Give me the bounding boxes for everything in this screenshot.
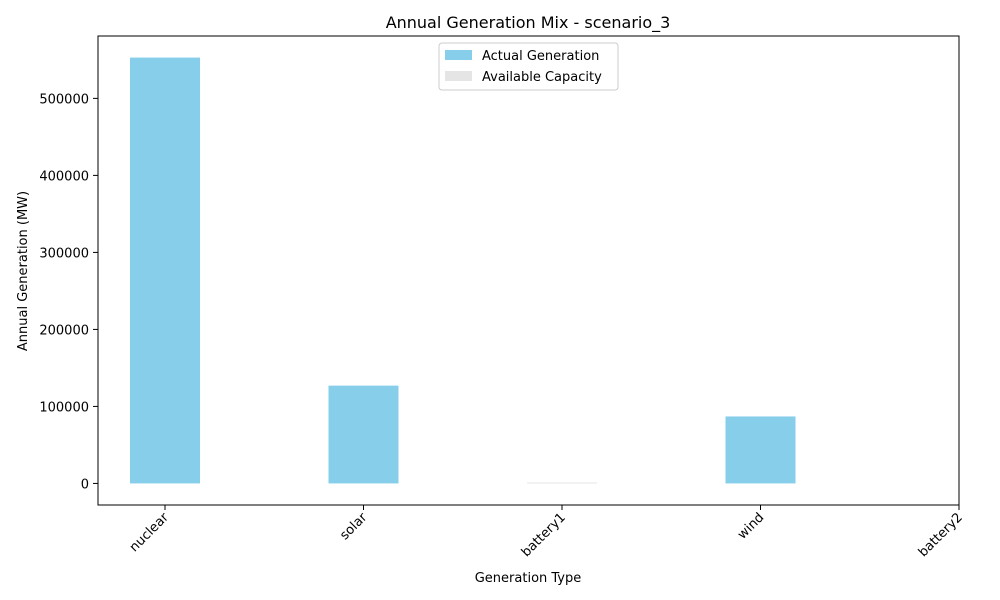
bar-actual-generation-solar <box>328 385 399 484</box>
bar-actual-generation-nuclear <box>130 57 200 484</box>
plot-frame <box>97 35 960 506</box>
y-tick-label: 400000 <box>39 169 89 184</box>
y-axis-label: Annual Generation (MW) <box>16 191 31 351</box>
y-axis: 0 100000 200000 300000 400000 500000 <box>39 92 98 492</box>
y-tick-label: 200000 <box>39 323 89 338</box>
legend-label-actual-generation: Actual Generation <box>482 49 599 64</box>
x-axis-label: Generation Type <box>475 571 582 586</box>
legend-swatch-available-capacity <box>445 71 472 81</box>
legend-box <box>438 42 619 91</box>
legend-swatch-actual-generation <box>445 50 472 60</box>
y-tick-label: 500000 <box>39 92 89 107</box>
legend: Actual Generation Available Capacity <box>438 42 619 91</box>
bar-available-capacity-battery1 <box>527 482 597 484</box>
y-tick-label: 300000 <box>39 246 89 261</box>
bar-actual-generation-wind <box>725 416 796 484</box>
bars-layer <box>130 57 796 484</box>
legend-label-available-capacity: Available Capacity <box>482 70 602 85</box>
y-tick-label: 100000 <box>39 400 89 415</box>
chart-title: Annual Generation Mix - scenario_3 <box>386 13 671 33</box>
y-tick-label: 0 <box>81 477 89 492</box>
